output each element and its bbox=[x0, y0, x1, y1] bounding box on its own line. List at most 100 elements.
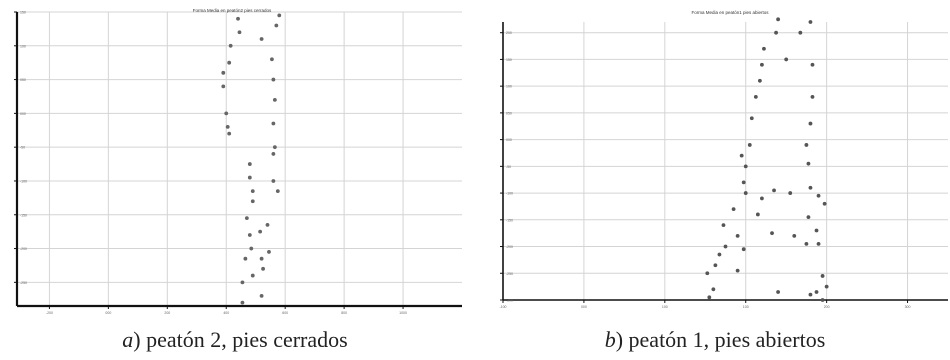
chart-a-x-tick-label: 800 bbox=[341, 311, 347, 315]
chart-a-data-point bbox=[240, 300, 245, 305]
chart-b-data-point bbox=[707, 295, 712, 300]
chart-b-y-tick-label: 150 bbox=[506, 58, 512, 62]
chart-a-x-tick-label: 200 bbox=[164, 311, 170, 315]
chart-a-data-point bbox=[236, 16, 240, 21]
chart-b-data-point bbox=[721, 223, 726, 228]
chart-a-x-tick-label: 400 bbox=[223, 311, 229, 315]
chart-b-y-tick-label: 000 bbox=[506, 138, 512, 142]
chart-a-data-point bbox=[237, 30, 242, 35]
chart-b-data-point bbox=[776, 17, 780, 22]
chart-b-data-point bbox=[822, 201, 827, 206]
chart-a-y-tick-label: -250 bbox=[20, 281, 27, 285]
chart-b-data-point bbox=[788, 191, 793, 195]
chart-a-data-point bbox=[270, 57, 274, 62]
chart-b-data-point bbox=[784, 57, 789, 62]
chart-a-data-point bbox=[250, 199, 255, 204]
chart-b-data-point bbox=[806, 215, 811, 220]
chart-b-data-point bbox=[760, 196, 764, 201]
chart-b-data-point bbox=[816, 241, 821, 246]
chart-a-data-point bbox=[259, 256, 264, 261]
chart-b-x-tick-label: 000 bbox=[581, 305, 587, 309]
chart-a-data-point bbox=[225, 124, 230, 129]
chart-a-data-point bbox=[272, 145, 277, 150]
chart-b-data-point bbox=[755, 212, 760, 217]
chart-a-data-point bbox=[228, 43, 233, 48]
chart-b-data-point bbox=[816, 193, 821, 198]
chart-b-data-point bbox=[735, 233, 740, 238]
chart-a-data-point bbox=[243, 256, 248, 261]
caption-a: a) peatón 2, pies cerrados bbox=[0, 327, 470, 353]
chart-b-y-tick-label: 100 bbox=[506, 85, 512, 89]
chart-b-data-point bbox=[824, 284, 829, 289]
chart-a-y-tick-label: -200 bbox=[20, 247, 27, 251]
chart-b-x-tick-label: 300 bbox=[905, 305, 911, 309]
chart-b-data-point bbox=[808, 121, 813, 126]
chart-b-data-point bbox=[743, 191, 748, 195]
chart-b-data-point bbox=[717, 252, 722, 257]
chart-a-data-point bbox=[271, 152, 276, 156]
chart-a-y-tick-label: 050 bbox=[20, 78, 26, 82]
chart-a-data-point bbox=[224, 111, 229, 116]
chart-b-y-tick-label: -100 bbox=[506, 192, 513, 196]
caption-b-letter: b bbox=[604, 327, 616, 352]
chart-b-data-point bbox=[735, 268, 740, 273]
chart-b-data-point bbox=[713, 263, 718, 268]
caption-a-letter: a bbox=[122, 327, 134, 352]
chart-b-data-point bbox=[774, 30, 778, 35]
caption-b: b) peatón 1, pies abiertos bbox=[480, 327, 950, 353]
chart-a-y-tick-label: 000 bbox=[20, 112, 26, 116]
caption-b-text: ) peatón 1, pies abiertos bbox=[615, 327, 826, 352]
chart-a-data-point bbox=[271, 121, 276, 126]
chart-b-y-tick-label: 050 bbox=[506, 111, 512, 115]
chart-b-y-tick-label: -50 bbox=[506, 165, 511, 169]
chart-b-data-point bbox=[820, 298, 825, 302]
caption-a-text: ) peatón 2, pies cerrados bbox=[133, 327, 348, 352]
chart-b-data-point bbox=[772, 188, 776, 193]
chart-b-data-point bbox=[741, 247, 746, 252]
chart-b-data-point bbox=[723, 244, 728, 249]
chart-a-data-point bbox=[240, 280, 245, 285]
chart-b-data-point bbox=[808, 20, 813, 24]
chart-a-x-tick-label: 600 bbox=[282, 311, 288, 315]
chart-b-data-point bbox=[814, 290, 819, 294]
chart-b-data-point bbox=[743, 164, 748, 169]
chart-a-data-point bbox=[249, 246, 254, 251]
chart-b-plot-area bbox=[503, 22, 948, 300]
chart-b-data-point bbox=[711, 287, 716, 292]
chart-a-data-point bbox=[271, 77, 276, 82]
chart-a-data-point bbox=[227, 60, 232, 65]
chart-a-data-point bbox=[258, 229, 263, 234]
chart-b-y-tick-label: -300 bbox=[506, 299, 513, 303]
chart-b-data-point bbox=[806, 161, 811, 166]
chart-a-data-point bbox=[221, 84, 226, 89]
chart-b-data-point bbox=[810, 94, 815, 99]
chart-a-data-point bbox=[244, 216, 249, 221]
scatter-chart-b: -300 -250 -200 -150 -100 -50 000 050 100 150 200 -1… bbox=[499, 10, 948, 309]
chart-a-data-point bbox=[259, 293, 264, 298]
chart-b-data-point bbox=[798, 30, 803, 35]
chart-a-x-tick-label: -200 bbox=[46, 311, 53, 315]
chart-a-y-tick-label: 100 bbox=[20, 44, 26, 48]
chart-b-data-point bbox=[820, 274, 825, 278]
chart-a-data-point bbox=[247, 175, 252, 180]
chart-b-data-point bbox=[739, 153, 744, 158]
chart-b-y-tick-label: -200 bbox=[506, 245, 513, 249]
chart-b-data-point bbox=[749, 116, 754, 121]
chart-b-data-point bbox=[705, 271, 710, 276]
chart-b-x-tick-label: 100 bbox=[662, 305, 668, 309]
chart-a-title: Forma Media en peatón2 pies cerrados bbox=[193, 8, 272, 13]
chart-b-data-point bbox=[776, 290, 780, 294]
chart-panel-a: -250 -200 -150 -100 -50 000 050 100 150 -200 000 20… bbox=[0, 0, 470, 360]
chart-b-data-point bbox=[810, 62, 815, 67]
chart-b-title: Forma Media en peatón1 pies abiertos bbox=[691, 10, 769, 15]
chart-b-y-tick-label: -250 bbox=[506, 272, 513, 276]
chart-b-data-point bbox=[770, 231, 774, 236]
chart-a-y-tick-label: 150 bbox=[20, 11, 26, 15]
chart-a-y-tick-label: -150 bbox=[20, 213, 27, 217]
chart-b-data-point bbox=[760, 62, 764, 67]
chart-b-data-point bbox=[731, 207, 736, 212]
chart-b-data-point bbox=[804, 143, 809, 147]
chart-a-data-point bbox=[250, 189, 255, 194]
chart-a-x-tick-label: 1000 bbox=[399, 311, 407, 315]
chart-a-data-point bbox=[227, 131, 232, 136]
